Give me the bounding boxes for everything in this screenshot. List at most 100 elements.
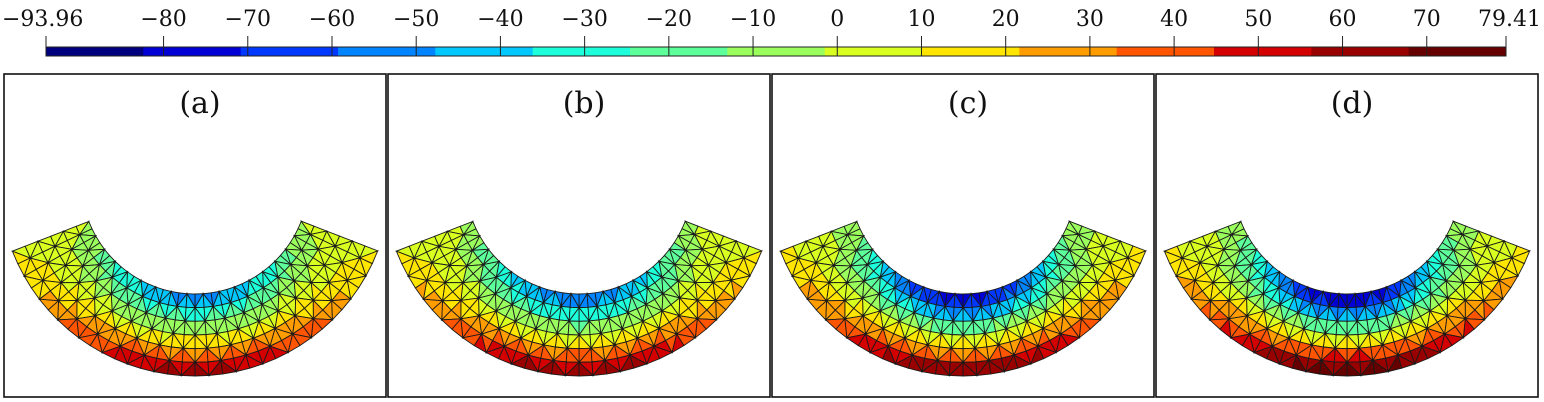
mesh-element xyxy=(1080,318,1102,330)
colorbar-band xyxy=(435,47,534,56)
colorbar-tick-label: −70 xyxy=(225,7,271,32)
mesh-element xyxy=(785,257,799,278)
mesh-element xyxy=(523,354,539,373)
mesh-element xyxy=(653,345,674,360)
mesh xyxy=(395,220,763,377)
mesh-element xyxy=(629,354,649,369)
mesh-element xyxy=(1241,332,1255,354)
colorbar-band xyxy=(532,47,631,56)
mesh-element xyxy=(414,279,428,301)
colorbar-band xyxy=(1311,47,1410,56)
mesh-element xyxy=(742,250,763,265)
mesh-element xyxy=(167,359,183,377)
mesh-element xyxy=(1421,345,1442,360)
mesh-element xyxy=(30,279,44,301)
mesh-element xyxy=(962,361,979,377)
mesh-element xyxy=(269,345,290,360)
mesh-element xyxy=(1219,317,1232,339)
mesh-element xyxy=(1291,354,1307,373)
panel-c: (c) xyxy=(771,73,1155,398)
mesh-element xyxy=(857,332,871,354)
colorbar-tick-label: −40 xyxy=(477,7,523,32)
mesh-element xyxy=(798,279,812,301)
colorbar-tick-label: 20 xyxy=(992,7,1020,32)
mesh-element xyxy=(139,354,155,373)
mesh xyxy=(11,220,379,377)
mesh-element xyxy=(451,317,464,339)
colorbar-band xyxy=(824,47,923,56)
colorbar-band xyxy=(630,47,728,56)
panel-label: (c) xyxy=(948,86,988,121)
panel-label: (d) xyxy=(1331,86,1374,121)
mesh-element xyxy=(1482,298,1504,311)
panel-d: (d) xyxy=(1155,73,1539,398)
mesh-element xyxy=(1510,250,1531,265)
mesh-element xyxy=(473,332,487,354)
colorbar-band xyxy=(1214,47,1312,56)
mesh-element xyxy=(312,318,334,330)
mesh-element xyxy=(675,333,697,347)
colorbar-band xyxy=(1408,47,1507,56)
mesh-element xyxy=(67,317,80,339)
mesh-element xyxy=(330,298,352,311)
colorbar-band xyxy=(1116,47,1215,56)
mesh-element xyxy=(815,299,827,322)
colorbar-tick-label: −10 xyxy=(730,7,776,32)
mesh-element xyxy=(401,257,415,278)
colorbar-tick-label: −80 xyxy=(140,7,186,32)
colorbar-tick-label: 0 xyxy=(830,7,844,32)
colorbar-band xyxy=(46,47,144,56)
mesh-element xyxy=(220,359,238,375)
mesh-element xyxy=(89,332,103,354)
colorbar-tick-label: 30 xyxy=(1076,7,1104,32)
panel-b: (b) xyxy=(387,73,771,398)
panel-label: (b) xyxy=(563,86,606,121)
colorbar-tick-label: 50 xyxy=(1244,7,1272,32)
mesh-element xyxy=(578,361,595,377)
colorbar-tick-label: 70 xyxy=(1413,7,1441,32)
colorbar-tick-label: 40 xyxy=(1160,7,1188,32)
colorbar-band xyxy=(338,47,436,56)
mesh-element xyxy=(696,318,718,330)
mesh-element xyxy=(17,257,31,278)
mesh-element xyxy=(835,317,848,339)
mesh-element xyxy=(1498,275,1519,289)
colorbar-band xyxy=(727,47,826,56)
mesh-element xyxy=(935,359,951,377)
mesh-element xyxy=(358,250,379,265)
mesh-element xyxy=(245,354,265,369)
mesh-element xyxy=(604,359,622,375)
mesh-element xyxy=(1372,359,1390,375)
colorbar: −93.96 −80 −70 −60 −50 −40 −30 −20 −10 0 10 20 30 40 5… xyxy=(2,7,1541,57)
mesh-element xyxy=(1059,333,1081,347)
panel-label: (a) xyxy=(179,86,220,121)
panel-a: (a) xyxy=(3,73,387,398)
panels: (a) (b) (c) (d) xyxy=(3,73,1539,398)
colorbar-tick-label: 10 xyxy=(907,7,935,32)
colorbar-tick-label: −30 xyxy=(561,7,607,32)
colorbar-tick-label: −93.96 xyxy=(2,7,83,32)
mesh-element xyxy=(714,298,736,311)
mesh-element xyxy=(346,275,367,289)
colorbar-tick-label: 79.41 xyxy=(1478,7,1541,32)
colorbar-tick-label: −50 xyxy=(393,7,439,32)
mesh-element xyxy=(1265,345,1281,365)
mesh-element xyxy=(1397,354,1417,369)
mesh-element xyxy=(907,354,923,373)
mesh-element xyxy=(1182,279,1196,301)
mesh-element xyxy=(988,359,1006,375)
colorbar-ticks: −93.96 −80 −70 −60 −50 −40 −30 −20 −10 0 10 20 30 40 5… xyxy=(2,7,1541,56)
mesh-element xyxy=(1319,359,1335,377)
colorbar-band xyxy=(240,47,339,56)
mesh-element xyxy=(194,361,211,377)
mesh-element xyxy=(1443,333,1465,347)
mesh-element xyxy=(1464,318,1486,330)
mesh xyxy=(779,220,1147,377)
colorbar-band xyxy=(922,47,1020,56)
colorbar-gradient xyxy=(46,47,1507,56)
mesh-element xyxy=(113,345,129,365)
mesh-element xyxy=(1126,250,1147,265)
mesh-element xyxy=(497,345,513,365)
mesh-element xyxy=(1037,345,1058,360)
colorbar-tick-label: −20 xyxy=(646,7,692,32)
